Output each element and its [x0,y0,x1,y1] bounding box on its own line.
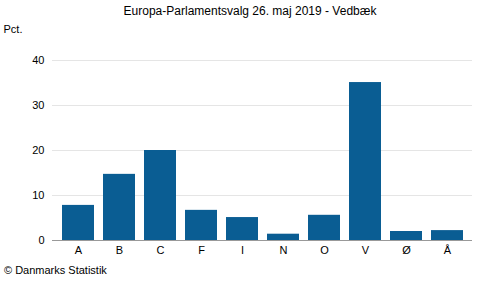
svg-text:N: N [280,244,288,256]
svg-text:Ø: Ø [402,244,411,256]
svg-text:Å: Å [444,244,452,256]
svg-text:V: V [362,244,370,256]
svg-text:I: I [241,244,244,256]
svg-text:A: A [75,244,83,256]
svg-text:10: 10 [32,189,44,201]
svg-text:20: 20 [32,144,44,156]
html-text:Europa-Parlamentsvalg 26. maj: Europa-Parlamentsvalg 26. maj 2019 - Ved… [123,4,377,18]
svg-text:0: 0 [38,234,44,246]
svg-text:B: B [116,244,123,256]
svg-text:30: 30 [32,99,44,111]
svg-text:F: F [198,244,205,256]
svg-text:Pct.: Pct. [4,23,23,35]
svg-text:C: C [157,244,165,256]
svg-text:40: 40 [32,54,44,66]
svg-text:O: O [320,244,329,256]
html-text:© Danmarks Statistik: © Danmarks Statistik [4,264,107,276]
